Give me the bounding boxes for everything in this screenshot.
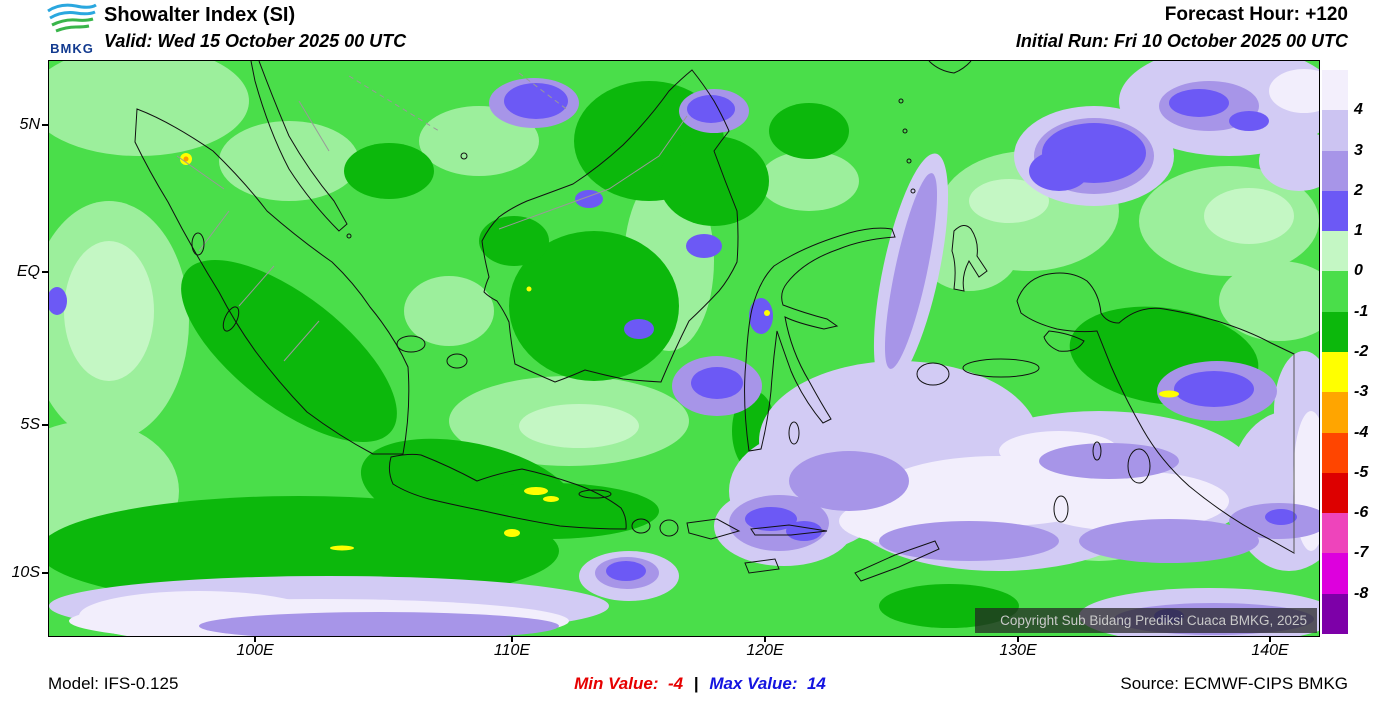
legend-color-box xyxy=(1322,513,1348,554)
forecast-hour: Forecast Hour: +120 xyxy=(1164,4,1348,25)
lat-tick-mark xyxy=(42,572,48,574)
sulawesi-coastline xyxy=(744,227,896,452)
lat-tick-mark xyxy=(42,124,48,126)
malay-peninsula-coastline xyxy=(250,61,348,232)
lon-tick-label: 140E xyxy=(1251,642,1289,659)
legend-label: 0 xyxy=(1354,262,1363,280)
buton-coastline xyxy=(788,421,800,445)
admin-boundaries xyxy=(176,72,688,362)
sumatra-coastline xyxy=(134,108,410,455)
legend-label: -6 xyxy=(1354,504,1369,522)
madura-coastline xyxy=(578,489,612,499)
map-frame: Copyright Sub Bidang Prediksi Cuaca BMKG… xyxy=(48,60,1320,637)
legend-color-box xyxy=(1322,553,1348,594)
aru-coastline xyxy=(1127,448,1151,484)
belitung-coastline xyxy=(446,353,468,369)
legend-label: -7 xyxy=(1354,544,1369,562)
legend-label: 4 xyxy=(1354,101,1363,119)
legend-color-box xyxy=(1322,593,1348,634)
lat-tick-mark xyxy=(42,424,48,426)
legend-color-box xyxy=(1322,70,1348,111)
lon-tick-mark xyxy=(511,636,513,642)
max-value-label: Max Value: 14 xyxy=(709,674,826,693)
lat-tick-label: 10S xyxy=(11,564,40,581)
legend-color-box xyxy=(1322,110,1348,151)
natuna-coastline xyxy=(460,152,468,160)
very-pale-green-regions xyxy=(64,179,1294,448)
legend-label: 3 xyxy=(1354,141,1363,159)
legend-label: -8 xyxy=(1354,584,1369,602)
copyright-watermark: Copyright Sub Bidang Prediksi Cuaca BMKG… xyxy=(975,608,1317,633)
lat-tick-label: 5N xyxy=(19,116,40,133)
papua-coastline xyxy=(1016,272,1295,554)
source-label: Source: ECMWF-CIPS BMKG xyxy=(1120,674,1348,693)
java-coastline xyxy=(388,453,627,530)
lombok-coastline xyxy=(659,519,679,537)
bali-coastline xyxy=(631,518,651,534)
lat-tick-label: 5S xyxy=(20,416,40,433)
min-value-label: Min Value: -4 xyxy=(574,674,684,693)
lon-tick-label: 120E xyxy=(746,642,784,659)
singapore-coastline xyxy=(346,233,352,239)
lon-tick-mark xyxy=(254,636,256,642)
bmkg-logo: BMKG xyxy=(44,2,100,56)
min-max-separator: | xyxy=(693,674,699,693)
legend-color-box xyxy=(1322,472,1348,514)
legend-label: -5 xyxy=(1354,463,1369,481)
legend-label: -4 xyxy=(1354,423,1369,441)
bmkg-logo-text: BMKG xyxy=(50,41,94,56)
lon-tick-label: 130E xyxy=(999,642,1037,659)
lat-tick-label: EQ xyxy=(16,263,40,280)
mindanao-coastline xyxy=(928,61,972,74)
halmahera-coastline xyxy=(951,225,988,292)
legend-color-box xyxy=(1322,311,1348,352)
legend-color-box xyxy=(1322,392,1348,433)
lat-tick-mark xyxy=(42,271,48,273)
model-label: Model: IFS-0.125 xyxy=(48,674,179,693)
legend-color-box xyxy=(1322,351,1348,393)
lon-tick-mark xyxy=(1269,636,1271,642)
legend-color-box xyxy=(1322,432,1348,473)
sumbawa-coastline xyxy=(686,518,741,540)
timor-coastline xyxy=(854,540,940,582)
legend-color-box xyxy=(1322,231,1348,272)
legend-color-box xyxy=(1322,150,1348,191)
bmkg-logo-icon xyxy=(47,3,97,33)
min-max-values: Min Value: -4 | Max Value: 14 xyxy=(0,674,1400,694)
nias-coastline xyxy=(191,232,205,256)
showalter-index-map xyxy=(49,61,1319,636)
blue-regions xyxy=(49,83,1297,623)
lon-tick-label: 100E xyxy=(236,642,274,659)
borneo-coastline xyxy=(481,69,739,383)
seram-coastline xyxy=(962,358,1040,378)
legend-boxes xyxy=(1322,70,1348,634)
lon-tick-label: 110E xyxy=(493,642,531,659)
sumba-coastline xyxy=(744,558,780,574)
initial-run: Initial Run: Fri 10 October 2025 00 UTC xyxy=(1015,31,1348,51)
lon-tick-mark xyxy=(1017,636,1019,642)
legend-label: 1 xyxy=(1354,222,1363,240)
hotspot-regions xyxy=(180,153,1179,551)
legend-label: -1 xyxy=(1354,302,1369,320)
bangka-coastline xyxy=(396,335,426,353)
buru-coastline xyxy=(916,362,950,386)
legend-label: -3 xyxy=(1354,383,1369,401)
legend-label: 2 xyxy=(1354,181,1363,199)
legend-color-box xyxy=(1322,271,1348,312)
lon-tick-mark xyxy=(764,636,766,642)
legend-color-box xyxy=(1322,190,1348,232)
page-title: Showalter Index (SI) xyxy=(104,4,296,26)
bomberai-coastline xyxy=(1043,330,1085,352)
flores-coastline xyxy=(750,524,828,536)
legend-label: -2 xyxy=(1354,343,1369,360)
valid-time: Valid: Wed 15 October 2025 00 UTC xyxy=(104,31,407,51)
kai-coastline xyxy=(1092,441,1102,461)
coastlines xyxy=(134,61,1295,582)
tanimbar-coastline xyxy=(1053,495,1069,523)
siberut-coastline xyxy=(222,306,240,332)
